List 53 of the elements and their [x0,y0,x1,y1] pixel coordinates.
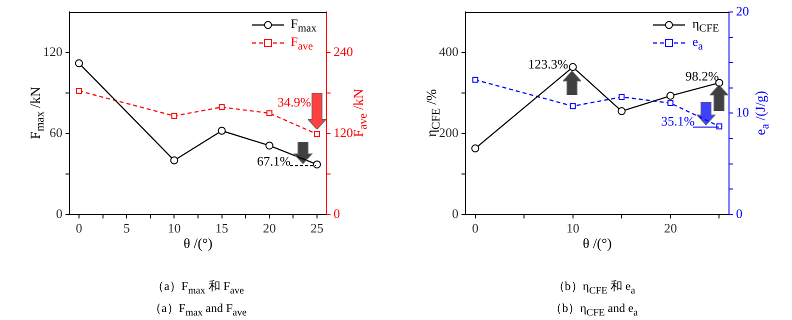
y2-tick-label: 240 [334,44,353,59]
y2-tick-label: 20 [736,3,749,18]
point [171,112,178,119]
x-tick-label: 20 [262,220,276,236]
legend-label: η$_{CFE}$ [692,16,719,34]
point [218,126,226,135]
x-tick-label: 0 [472,220,479,236]
y-tick-label: 0 [452,206,458,221]
point [471,144,480,152]
y-tick-label: 0 [56,206,62,221]
point [666,92,674,100]
point [266,110,272,116]
annotation: 67.1% [256,154,291,169]
y2-tick-label: 120 [334,124,353,140]
annotation: 123.3% [528,56,568,72]
point [472,76,478,83]
x-axis-title: θ /(°) [183,237,213,252]
legend-label: e$_{a}$ [692,34,703,52]
y-tick-label: 60 [50,124,62,140]
annotation: 35.1% [661,114,695,129]
x-tick-label: 25 [310,220,324,236]
annotation: 98.2% [685,68,719,84]
y2-tick-label: 0 [736,206,742,221]
x-axis-title: θ /(°) [582,237,612,252]
x-tick-label: 0 [76,220,82,236]
point [568,63,577,72]
x-tick-label: 5 [123,220,130,236]
legend-label: F$_{ave}$ [290,34,313,52]
y2-tick-label: 0 [334,206,340,221]
annotation: 34.9% [278,94,312,110]
point [570,103,576,110]
point [667,100,674,106]
x-tick-label: 20 [664,220,677,236]
x-tick-label: 10 [566,220,580,236]
point [312,160,321,168]
point [218,104,225,110]
point [170,156,178,164]
text: （a）F$_{max}$ 和 F$_{ave}$ [151,278,245,296]
y2-tick-label: 10 [736,104,749,120]
y-tick-label: 120 [43,44,62,59]
legend-label: F$_{max}$ [290,16,316,34]
point [618,107,626,116]
point [265,142,274,150]
point [75,59,84,68]
y-tick-label: 400 [439,44,458,59]
point [618,94,625,100]
x-tick-label: 10 [168,220,181,236]
point [76,88,82,94]
x-tick-label: 15 [215,220,228,236]
text: （a）F$_{max}$ and F$_{ave}$ [148,300,248,318]
point [314,131,320,138]
text: （b）η$_{CFE}$ and e$_{a}$ [549,300,639,318]
text: （b）η$_{CFE}$ 和 e$_{a}$ [552,278,636,296]
